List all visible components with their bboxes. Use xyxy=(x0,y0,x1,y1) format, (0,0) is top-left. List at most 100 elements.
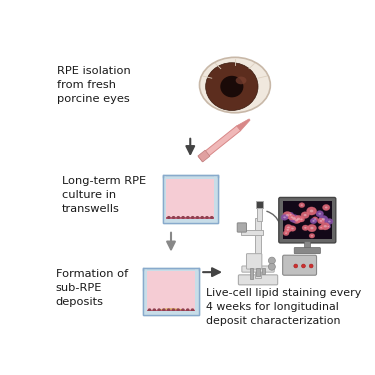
Ellipse shape xyxy=(316,211,324,217)
Ellipse shape xyxy=(281,214,288,220)
Ellipse shape xyxy=(320,220,322,222)
Ellipse shape xyxy=(322,204,330,210)
Ellipse shape xyxy=(176,308,180,311)
Ellipse shape xyxy=(292,217,301,223)
Bar xyxy=(147,272,195,315)
Ellipse shape xyxy=(181,308,185,311)
Bar xyxy=(256,201,263,208)
Ellipse shape xyxy=(297,218,300,220)
Ellipse shape xyxy=(291,228,294,230)
Text: Formation of
sub-RPE
deposits: Formation of sub-RPE deposits xyxy=(56,268,128,306)
Ellipse shape xyxy=(326,225,331,228)
Ellipse shape xyxy=(321,222,330,230)
Ellipse shape xyxy=(307,207,316,215)
Ellipse shape xyxy=(314,218,316,220)
Bar xyxy=(195,267,199,315)
Bar xyxy=(162,219,218,223)
Ellipse shape xyxy=(325,207,327,209)
Ellipse shape xyxy=(322,218,325,220)
Bar xyxy=(143,311,199,315)
Ellipse shape xyxy=(186,308,189,311)
Ellipse shape xyxy=(286,229,289,231)
Text: Long-term RPE
culture in
transwells: Long-term RPE culture in transwells xyxy=(62,176,146,214)
Bar xyxy=(198,126,241,161)
Circle shape xyxy=(268,257,275,264)
Ellipse shape xyxy=(286,214,289,216)
Ellipse shape xyxy=(200,216,204,219)
Ellipse shape xyxy=(327,226,329,227)
Text: Live-cell lipid staining every
4 weeks for longitudinal
deposit characterization: Live-cell lipid staining every 4 weeks f… xyxy=(206,288,361,326)
Ellipse shape xyxy=(304,227,307,229)
Ellipse shape xyxy=(191,308,194,311)
Ellipse shape xyxy=(304,214,307,216)
Bar xyxy=(147,310,195,315)
Ellipse shape xyxy=(300,219,303,220)
Ellipse shape xyxy=(287,226,290,228)
FancyBboxPatch shape xyxy=(283,255,316,275)
Ellipse shape xyxy=(328,220,331,222)
Ellipse shape xyxy=(236,76,246,84)
Circle shape xyxy=(309,264,313,268)
Ellipse shape xyxy=(291,216,293,218)
Bar xyxy=(162,175,218,223)
Ellipse shape xyxy=(167,308,170,311)
Text: RPE isolation
from fresh
porcine eyes: RPE isolation from fresh porcine eyes xyxy=(57,66,131,104)
Ellipse shape xyxy=(301,212,309,218)
FancyBboxPatch shape xyxy=(238,275,278,285)
Ellipse shape xyxy=(285,224,292,230)
Ellipse shape xyxy=(196,216,199,219)
Ellipse shape xyxy=(285,232,287,234)
Ellipse shape xyxy=(148,308,152,311)
Ellipse shape xyxy=(283,231,289,236)
Ellipse shape xyxy=(157,308,161,311)
Ellipse shape xyxy=(318,218,324,224)
Ellipse shape xyxy=(309,234,315,238)
Ellipse shape xyxy=(310,218,317,224)
Ellipse shape xyxy=(295,219,298,221)
Bar xyxy=(143,267,199,315)
Bar xyxy=(214,175,218,223)
Ellipse shape xyxy=(167,216,171,219)
Ellipse shape xyxy=(200,57,270,113)
Bar xyxy=(257,207,262,220)
Ellipse shape xyxy=(160,309,174,313)
Bar xyxy=(162,175,218,223)
Bar xyxy=(143,267,199,315)
Bar xyxy=(198,150,210,162)
Ellipse shape xyxy=(289,214,299,222)
Ellipse shape xyxy=(299,203,305,208)
Bar xyxy=(241,230,262,235)
Ellipse shape xyxy=(191,216,195,219)
Bar xyxy=(166,217,214,222)
Ellipse shape xyxy=(283,216,286,218)
Ellipse shape xyxy=(181,216,185,219)
Circle shape xyxy=(268,263,275,270)
Ellipse shape xyxy=(318,213,321,215)
Ellipse shape xyxy=(177,216,180,219)
Ellipse shape xyxy=(310,210,314,212)
FancyBboxPatch shape xyxy=(294,248,320,254)
Ellipse shape xyxy=(186,216,190,219)
Ellipse shape xyxy=(324,225,327,228)
FancyBboxPatch shape xyxy=(279,198,336,243)
Ellipse shape xyxy=(289,226,296,231)
Bar xyxy=(251,268,254,279)
Ellipse shape xyxy=(302,225,309,231)
Circle shape xyxy=(294,264,298,268)
Bar xyxy=(262,268,265,274)
Bar xyxy=(166,179,214,222)
Ellipse shape xyxy=(210,216,213,219)
Ellipse shape xyxy=(319,216,328,223)
Bar xyxy=(304,242,310,249)
Ellipse shape xyxy=(153,308,156,311)
Bar xyxy=(283,201,332,239)
Ellipse shape xyxy=(312,217,318,221)
Polygon shape xyxy=(237,119,250,130)
Bar xyxy=(143,267,147,315)
Ellipse shape xyxy=(318,226,324,230)
FancyBboxPatch shape xyxy=(246,254,262,269)
FancyBboxPatch shape xyxy=(242,266,274,272)
Ellipse shape xyxy=(292,217,296,220)
Ellipse shape xyxy=(326,219,333,225)
Ellipse shape xyxy=(156,308,186,315)
